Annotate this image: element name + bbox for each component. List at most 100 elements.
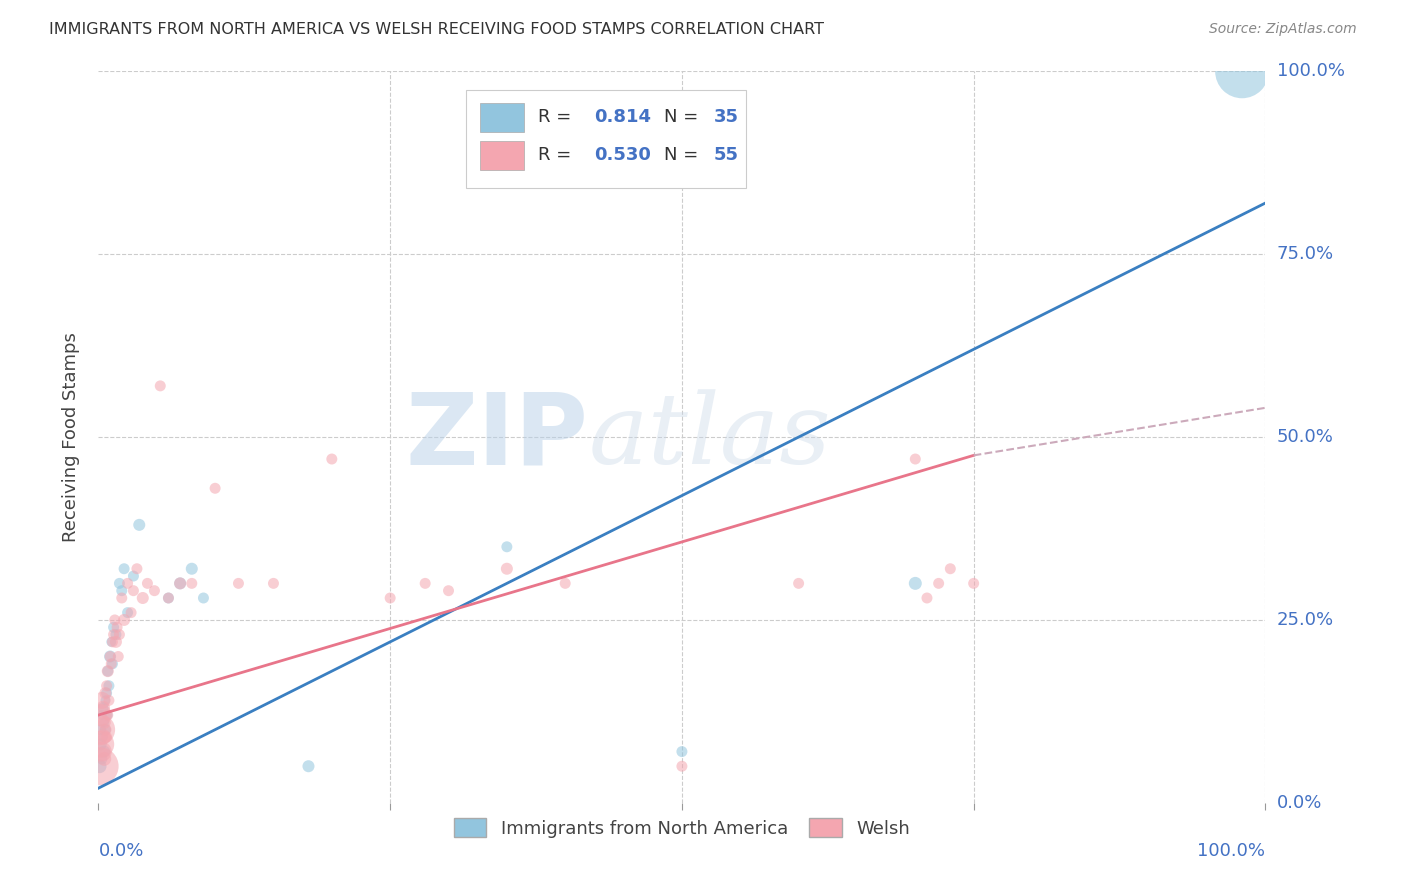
Point [94,693,117,707]
Point [97,664,120,678]
Point [117,576,139,591]
Point [103,627,125,641]
Point [554,576,576,591]
Point [98,649,121,664]
Text: ZIP: ZIP [406,389,589,485]
Text: 75.0%: 75.0% [1277,245,1334,263]
Point [157,591,180,605]
Point [915,591,938,605]
Point [180,576,202,591]
Text: 0.0%: 0.0% [98,842,143,860]
Point [97,693,120,707]
Point [169,576,191,591]
Point [93,745,115,759]
Point [90,737,112,751]
Point [90,752,112,766]
Point [437,583,460,598]
Point [103,620,125,634]
Point [112,562,135,576]
Point [108,627,131,641]
Point [904,576,927,591]
Point [122,583,145,598]
Point [94,723,117,737]
Text: 100.0%: 100.0% [1198,842,1265,860]
Point [97,664,120,678]
Point [132,591,155,605]
Point [100,635,122,649]
Point [904,452,927,467]
Point [787,576,810,591]
Point [193,591,215,605]
Point [128,517,150,532]
Point [89,759,111,773]
Y-axis label: Receiving Food Stamps: Receiving Food Stamps [62,332,80,542]
Point [262,576,284,591]
Point [91,730,114,744]
Point [297,759,319,773]
Text: 35: 35 [713,109,738,127]
Point [380,591,402,605]
Point [169,576,191,591]
Text: 50.0%: 50.0% [1277,428,1333,446]
Point [104,627,127,641]
Point [1230,64,1253,78]
Text: 55: 55 [713,146,738,164]
Point [90,745,112,759]
Point [91,700,114,714]
Point [94,723,117,737]
Text: R =: R = [538,146,578,164]
Point [91,700,114,714]
Point [97,679,120,693]
Point [108,576,131,591]
Point [149,379,172,393]
Point [101,657,124,671]
Point [228,576,250,591]
Point [89,759,111,773]
Point [96,730,118,744]
Point [98,649,121,664]
Point [107,649,129,664]
Point [496,562,519,576]
FancyBboxPatch shape [479,141,524,170]
Text: 0.814: 0.814 [595,109,651,127]
Point [180,562,202,576]
Point [105,620,128,634]
Point [97,708,120,723]
Text: IMMIGRANTS FROM NORTH AMERICA VS WELSH RECEIVING FOOD STAMPS CORRELATION CHART: IMMIGRANTS FROM NORTH AMERICA VS WELSH R… [49,22,824,37]
Text: 25.0%: 25.0% [1277,611,1334,629]
FancyBboxPatch shape [479,103,524,132]
Point [143,583,166,598]
Point [111,583,134,598]
Point [125,562,148,576]
Point [90,723,112,737]
FancyBboxPatch shape [465,90,747,188]
Point [671,759,693,773]
Text: 0.530: 0.530 [595,146,651,164]
Point [90,708,112,723]
Legend: Immigrants from North America, Welsh: Immigrants from North America, Welsh [447,811,917,845]
Point [96,686,118,700]
Point [112,613,135,627]
Point [120,606,142,620]
Point [90,737,112,751]
Point [157,591,180,605]
Point [136,576,159,591]
Point [90,708,112,723]
Text: Source: ZipAtlas.com: Source: ZipAtlas.com [1209,22,1357,37]
Point [671,745,693,759]
Point [962,576,984,591]
Point [104,635,127,649]
Point [93,752,115,766]
Point [100,657,122,671]
Point [321,452,343,467]
Text: N =: N = [665,109,704,127]
Point [89,723,111,737]
Text: 100.0%: 100.0% [1277,62,1344,80]
Point [928,576,950,591]
Point [93,715,115,730]
Text: N =: N = [665,146,704,164]
Text: R =: R = [538,109,578,127]
Point [91,730,114,744]
Point [94,686,117,700]
Point [117,606,139,620]
